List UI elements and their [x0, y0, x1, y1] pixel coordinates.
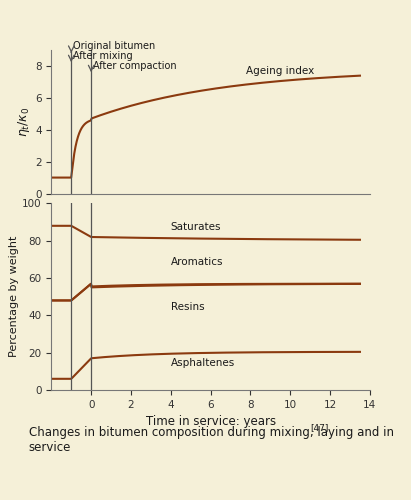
Text: Saturates: Saturates	[171, 222, 221, 232]
Y-axis label: $\eta_t/\kappa_0$: $\eta_t/\kappa_0$	[16, 106, 32, 137]
Text: Resins: Resins	[171, 302, 204, 312]
Text: [47]: [47]	[310, 424, 329, 432]
Text: Asphaltenes: Asphaltenes	[171, 358, 235, 368]
Y-axis label: Percentage by weight: Percentage by weight	[9, 236, 19, 358]
Text: Original bitumen: Original bitumen	[73, 40, 155, 50]
Text: Changes in bitumen composition during mixing, laying and in
service: Changes in bitumen composition during mi…	[29, 426, 394, 454]
Text: After mixing: After mixing	[73, 52, 133, 62]
X-axis label: Time in service: years: Time in service: years	[145, 416, 276, 428]
Text: Ageing index: Ageing index	[246, 66, 314, 76]
Text: Aromatics: Aromatics	[171, 257, 223, 267]
Text: After compaction: After compaction	[93, 62, 177, 72]
